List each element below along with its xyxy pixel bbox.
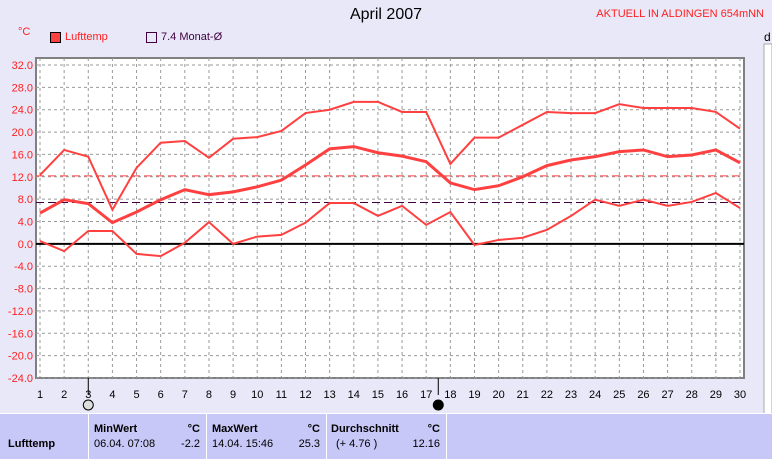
x-tick-label: 21: [517, 389, 529, 401]
y-tick-label: 12.0: [12, 172, 33, 184]
legend-label: 7.4 Monat-Ø: [161, 31, 223, 43]
y-tick-label: -20.0: [8, 351, 33, 363]
x-tick-label: 16: [396, 389, 408, 401]
x-tick-label: 26: [637, 389, 649, 401]
max-value: 25.3: [298, 438, 320, 450]
max-date: 14.04. 15:46: [212, 438, 274, 450]
right-panel-edge: [763, 43, 772, 413]
y-tick-label: 24.0: [12, 105, 33, 117]
legend-swatch: [50, 31, 61, 43]
y-tick-label: -12.0: [8, 306, 33, 318]
x-tick-label: 10: [251, 389, 263, 401]
x-tick-label: 14: [348, 389, 360, 401]
y-tick-label: -4.0: [14, 261, 33, 273]
y-tick-label: -8.0: [14, 284, 33, 296]
y-tick-label: 4.0: [18, 217, 33, 229]
max-header: MaxWert: [212, 423, 258, 435]
x-tick-label: 13: [324, 389, 336, 401]
x-tick-label: 20: [492, 389, 504, 401]
series-mean-line: [39, 145, 741, 225]
y-tick-label: 20.0: [12, 127, 33, 139]
x-tick-label: 1: [37, 389, 43, 401]
x-tick-label: 11: [276, 389, 287, 401]
min-value: -2.2: [181, 438, 200, 450]
max-unit: °C: [307, 423, 320, 435]
avg-value: 12.16: [412, 438, 440, 450]
min-header: MinWert: [94, 423, 138, 435]
x-tick-label: 19: [468, 389, 480, 401]
temperature-chart: 32.0 28.0 24.0 20.0 16.0 12.0 8.0 4.0 0.0 -4.0 -8.…: [8, 43, 772, 413]
row-label: Lufttemp: [8, 438, 56, 450]
x-tick-label: 25: [613, 389, 625, 401]
legend-lufttemp: Lufttemp: [50, 31, 108, 43]
chart-title: April 2007: [349, 6, 423, 23]
avg-delta: (+ 4.76 ): [336, 438, 378, 450]
avg-header: Durchschnitt: [331, 423, 399, 435]
series-min-line: [39, 191, 741, 258]
y-tick-label: 8.0: [18, 194, 33, 206]
stats-table: Lufttemp MinWert °C 06.04. 07:08 -2.2 Ma…: [0, 413, 772, 459]
y-tick-label: 32.0: [12, 60, 33, 72]
x-tick-label: 12: [299, 389, 311, 401]
x-tick-label: 23: [565, 389, 577, 401]
series-max-line: [39, 100, 741, 212]
x-tick-label: 7: [182, 389, 188, 401]
right-panel-label: d: [764, 30, 771, 44]
y-tick-label: 28.0: [12, 82, 33, 94]
x-tick-label: 6: [158, 389, 164, 401]
x-tick-label: 17: [420, 389, 432, 401]
legend-monat: 7.4 Monat-Ø: [146, 31, 222, 43]
avg-unit: °C: [427, 423, 440, 435]
x-tick-label: 9: [230, 389, 236, 401]
y-tick-label: 0.0: [18, 239, 33, 251]
x-tick-label: 18: [444, 389, 456, 401]
x-tick-label: 28: [686, 389, 698, 401]
full-moon-icon: [82, 399, 94, 411]
min-date: 06.04. 07:08: [94, 438, 156, 450]
x-tick-label: 5: [133, 389, 139, 401]
x-tick-label: 4: [109, 389, 115, 401]
station-status: AKTUELL IN ALDINGEN 654mNN: [596, 8, 764, 20]
x-tick-label: 29: [710, 389, 722, 401]
new-moon-icon: [432, 399, 444, 411]
x-tick-label: 2: [61, 389, 67, 401]
x-tick-label: 22: [541, 389, 553, 401]
x-tick-label: 27: [661, 389, 673, 401]
x-tick-label: 15: [372, 389, 384, 401]
y-tick-label: -16.0: [8, 328, 33, 340]
x-tick-label: 8: [206, 389, 212, 401]
legend-swatch: [146, 31, 157, 43]
plot-area: [35, 57, 745, 379]
y-tick-label: -24.0: [8, 373, 33, 385]
x-tick-label: 30: [734, 389, 746, 401]
min-unit: °C: [187, 423, 200, 435]
y-unit: °C: [18, 26, 31, 38]
x-tick-label: 24: [589, 389, 601, 401]
y-tick-label: 16.0: [12, 149, 33, 161]
legend-label: Lufttemp: [65, 31, 108, 43]
